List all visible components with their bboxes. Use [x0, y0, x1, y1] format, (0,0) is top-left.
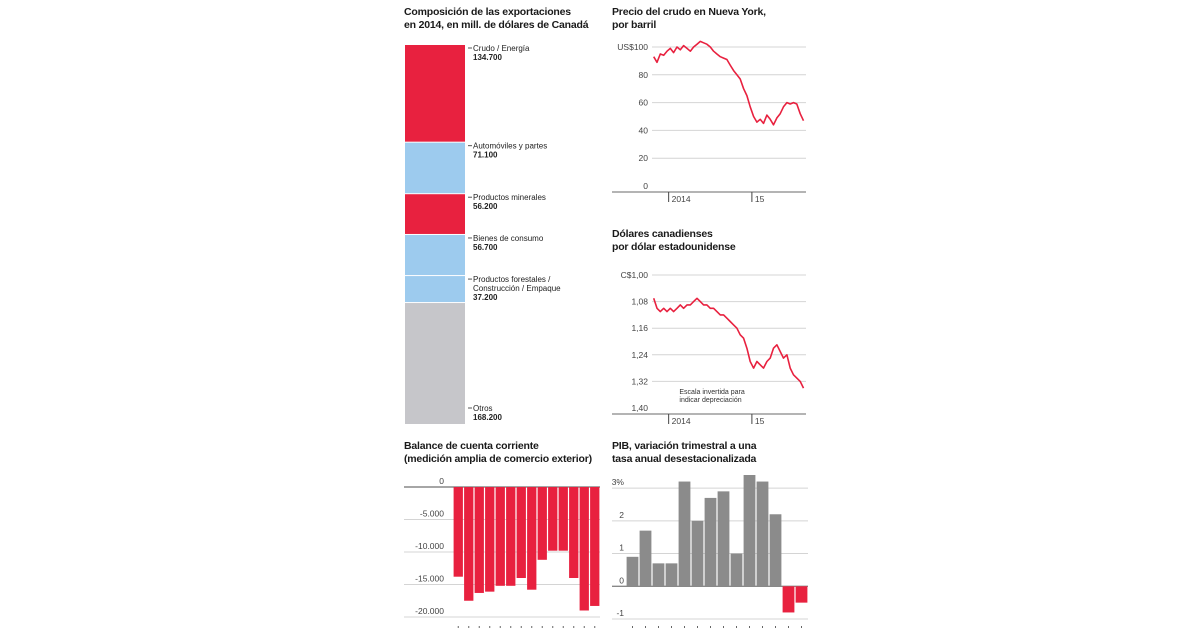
y-tick-label: -10.000: [415, 541, 444, 551]
bar: [639, 530, 652, 587]
y-tick-label: 80: [639, 70, 649, 80]
segment-value: 56.700: [473, 243, 498, 252]
bar: [495, 487, 505, 586]
bar: [579, 487, 589, 611]
segment-value: 56.200: [473, 202, 498, 211]
gdp-title-line-1: PIB, variación trimestral a una: [612, 440, 757, 452]
segment-bar: [405, 234, 465, 276]
segment-label: Construcción / Empaque: [473, 284, 561, 293]
segment-bar: [405, 303, 465, 424]
segment-label: Productos minerales: [473, 193, 546, 202]
x-tick-label: 2014: [672, 416, 691, 426]
y-tick-label: -5.000: [420, 509, 444, 519]
bar: [590, 487, 600, 606]
bar: [691, 520, 704, 587]
segment-value: 71.100: [473, 151, 498, 160]
bar: [665, 563, 678, 587]
x-tick-label: 15: [755, 194, 765, 204]
current-account-panel: Balance de cuenta corriente (medición am…: [404, 440, 614, 630]
segment-bar: [405, 45, 465, 142]
y-tick-label: 3%: [612, 477, 625, 487]
bar: [464, 487, 474, 601]
bar: [506, 487, 516, 586]
oil-title-line-1: Precio del crudo en Nueva York,: [612, 6, 766, 18]
segment-label: Bienes de consumo: [473, 234, 544, 243]
bar: [782, 586, 795, 613]
segment-bar: [405, 276, 465, 303]
current-account-title-line-1: Balance de cuenta corriente: [404, 440, 539, 452]
gdp-panel: PIB, variación trimestral a una tasa anu…: [612, 440, 812, 630]
series-line: [652, 297, 805, 389]
segment-value: 134.700: [473, 53, 502, 62]
cad-chart: C$1,00 1,08 1,16 1,24 1,32 1,40 2014 15 Escala i…: [612, 270, 806, 426]
series-line: [653, 40, 805, 126]
bar: [474, 487, 484, 593]
y-tick-label: -20.000: [415, 606, 444, 616]
y-tick-label: 0: [619, 575, 624, 585]
y-tick-label: 1,08: [631, 297, 648, 307]
bar: [527, 487, 537, 590]
exports-title-line-2: en 2014, en mill. de dólares de Canadá: [404, 19, 589, 31]
y-tick-label: US$100: [617, 42, 648, 52]
segment-value: 37.200: [473, 293, 498, 302]
bar: [537, 487, 547, 560]
segment-label: Crudo / Energía: [473, 44, 530, 53]
y-tick-label: 60: [639, 98, 649, 108]
segment-value: 168.200: [473, 413, 502, 422]
oil-chart: 0 20 40 60 80 US$100 2014 15: [612, 40, 806, 204]
y-tick-label: 1,16: [631, 323, 648, 333]
bar: [516, 487, 526, 578]
segment-label: Productos forestales /: [473, 275, 551, 284]
y-tick-label: 20: [639, 153, 649, 163]
bar: [453, 487, 463, 577]
bar: [717, 491, 730, 587]
bar: [652, 563, 665, 587]
y-tick-label: 1,32: [631, 376, 648, 386]
y-tick-label: 1,40: [631, 403, 648, 413]
cad-panel: Dólares canadienses por dólar estadounid…: [612, 228, 812, 428]
exports-title-line-1: Composición de las exportaciones: [404, 6, 571, 18]
y-tick-label: 0: [439, 476, 444, 486]
gdp-chart: 3% 2 1 0 -1: [612, 475, 808, 628]
segment-bar: [405, 142, 465, 194]
exports-panel: Composición de las exportaciones en 2014…: [404, 6, 614, 431]
x-tick-label: 2014: [672, 194, 691, 204]
bar: [730, 553, 743, 587]
y-tick-label: 1: [619, 543, 624, 553]
bar: [678, 481, 691, 587]
current-account-chart: 0 -5.000 -10.000 -15.000 -20.000: [404, 476, 600, 628]
current-account-title-line-2: (medición amplia de comercio exterior): [404, 453, 592, 465]
bar: [558, 487, 568, 551]
segment-label: Automóviles y partes: [473, 142, 547, 151]
bar: [795, 586, 808, 603]
y-tick-label: C$1,00: [621, 270, 649, 280]
y-tick-label: -1: [616, 608, 624, 618]
y-tick-label: -15.000: [415, 574, 444, 584]
annotation-text: indicar depreciación: [679, 397, 741, 404]
bar: [756, 481, 769, 587]
y-tick-label: 2: [619, 510, 624, 520]
y-tick-label: 1,24: [631, 350, 648, 360]
bar: [743, 475, 756, 587]
oil-panel: Precio del crudo en Nueva York, por barr…: [612, 6, 812, 216]
bar: [769, 514, 782, 587]
bar: [569, 487, 579, 578]
cad-title-line-1: Dólares canadienses: [612, 228, 713, 240]
annotation-text: Escala invertida para: [679, 389, 744, 396]
gdp-title-line-2: tasa anual desestacionalizada: [612, 453, 757, 465]
oil-title-line-2: por barril: [612, 19, 657, 31]
bar: [485, 487, 495, 592]
y-tick-label: 40: [639, 125, 649, 135]
segment-bar: [405, 194, 465, 234]
bar: [626, 556, 639, 587]
segment-label: Otros: [473, 404, 493, 413]
bar: [548, 487, 558, 551]
x-tick-label: 15: [755, 416, 765, 426]
bar: [704, 497, 717, 587]
y-tick-label: 0: [643, 181, 648, 191]
cad-title-line-2: por dólar estadounidense: [612, 241, 736, 253]
